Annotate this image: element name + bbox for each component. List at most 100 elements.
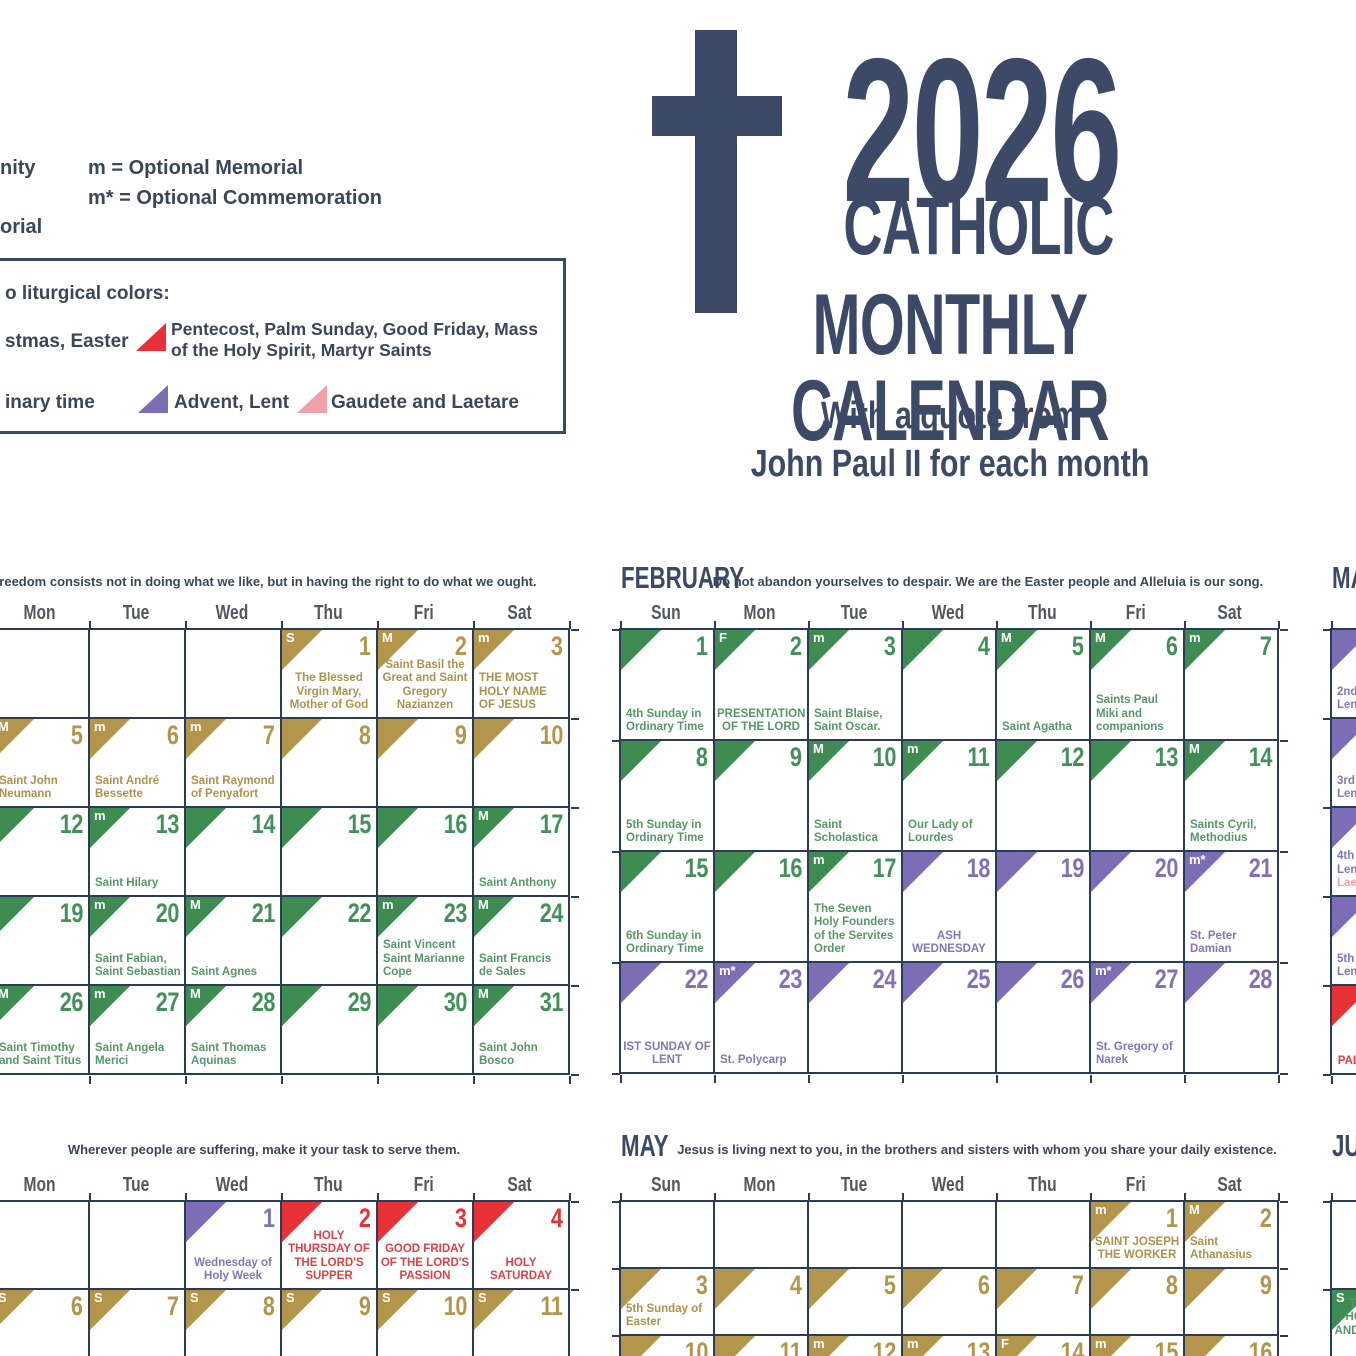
rank-badge: M — [1001, 630, 1012, 645]
day-number: 5 — [71, 720, 83, 750]
day-number: 11 — [967, 742, 990, 772]
day-number: 19 — [59, 898, 84, 928]
day-header-label: Mon — [23, 1174, 57, 1196]
day-header-tue: Tue — [807, 602, 901, 626]
day-header-mon: Mon — [713, 1174, 807, 1198]
day-number: 21 — [1248, 853, 1273, 883]
grid-tick — [568, 621, 571, 629]
grid-tick — [1183, 1193, 1186, 1201]
day-header-label: Thu — [313, 1174, 343, 1196]
day-label: Saint John Neumann — [0, 775, 85, 802]
day-label-text: St. Polycarp — [720, 1054, 787, 1067]
legend-advent-lent: Advent, Lent — [174, 392, 290, 413]
grid-tick — [619, 1193, 622, 1201]
liturgical-triangle — [90, 719, 130, 759]
liturgical-triangle — [474, 1202, 514, 1242]
day-header-tue: Tue — [88, 602, 184, 626]
day-cell: 83rd Sunday of Lent — [1332, 719, 1356, 808]
cross-icon — [695, 30, 737, 313]
day-label-text: Saints Cyril, Methodius — [1190, 818, 1257, 845]
liturgical-triangle — [1185, 741, 1225, 781]
day-header-label: Wed — [215, 1174, 249, 1196]
day-label: Saint John Bosco — [479, 1042, 565, 1069]
liturgical-colors-heading-fragment: o liturgical colors: — [5, 283, 170, 304]
month-quote: Jesus is living next to you, in the brot… — [677, 1142, 1277, 1157]
liturgical-triangle — [997, 963, 1037, 1003]
day-cell: m* 21 St. Peter Damian — [1185, 852, 1279, 963]
liturgical-triangle — [282, 719, 322, 759]
month-february: FEBRUARY Do not abandon yourselves to des… — [612, 560, 1297, 1092]
day-cell: S 10 — [378, 1290, 474, 1356]
month-may: MAY Jesus is living next to you, in the b… — [612, 1128, 1297, 1356]
day-label-text: Saint Raymond of Penyafort — [191, 774, 275, 801]
day-cell: 15 6th Sunday in Ordinary Time — [621, 852, 715, 963]
liturgical-triangle — [903, 741, 943, 781]
day-cell: S 1 The Blessed Virgin Mary, Mother of God — [282, 630, 378, 719]
day-cell: m 20 Saint Fabian, Saint Sebastian — [90, 897, 186, 986]
day-cell — [715, 1202, 809, 1269]
day-header-thu: Thu — [995, 602, 1089, 626]
grid-tick — [1280, 628, 1288, 631]
day-label-text: THE MOST HOLY NAME OF JESUS — [479, 672, 547, 712]
grid-tick — [713, 1075, 716, 1083]
day-cell: M 5 Saint Agatha — [997, 630, 1091, 741]
day-label-text: 5th Sunday in Ordinary Time — [626, 818, 704, 845]
liturgical-triangle — [1091, 1269, 1131, 1309]
day-header-label: Fri — [414, 1174, 434, 1196]
day-label: St. Peter Damian — [1190, 930, 1274, 957]
grid-tick — [571, 1200, 579, 1203]
liturgical-triangle — [474, 630, 514, 670]
day-cell — [903, 1202, 997, 1269]
grid-tick — [612, 1267, 620, 1270]
day-cell: M 21 Saint Agnes — [186, 897, 282, 986]
grid-tick — [807, 1193, 810, 1201]
day-number: 17 — [539, 809, 564, 839]
liturgical-triangle — [90, 808, 130, 848]
liturgical-triangle — [1332, 897, 1356, 937]
rank-badge: m* — [1189, 852, 1206, 867]
grid-tick — [1323, 717, 1331, 720]
grid-tick — [1330, 621, 1333, 629]
day-number: 6 — [167, 720, 179, 750]
day-label: Saint Angela Merici — [95, 1042, 181, 1069]
grid-tick — [571, 895, 579, 898]
grid-tick — [472, 621, 475, 629]
day-cell: 8 — [1091, 1269, 1185, 1336]
day-number: 7 — [1072, 1270, 1084, 1300]
day-cell — [997, 1202, 1091, 1269]
liturgical-triangle — [809, 1269, 849, 1309]
day-cell — [0, 1202, 90, 1290]
day-label-text: 6th Sunday in Ordinary Time — [626, 929, 704, 956]
rank-badge: S — [94, 1290, 103, 1305]
liturgical-triangle — [90, 897, 130, 937]
day-cell: 9 — [378, 719, 474, 808]
rank-badge: S — [1336, 1290, 1345, 1305]
day-label: SAINT JOSEPH THE WORKER — [1093, 1236, 1181, 1263]
grid-tick — [1323, 984, 1331, 987]
day-label: Saint Fabian, Saint Sebastian — [95, 953, 181, 980]
day-cell: 22 — [282, 897, 378, 986]
day-cell: 225th Sunday of Lent — [1332, 897, 1356, 986]
day-number: 1 — [359, 631, 371, 661]
day-cell: 12nd Sunday of Lent — [1332, 630, 1356, 719]
grid-tick — [713, 621, 716, 629]
day-header-label: Sat — [1217, 1174, 1243, 1196]
day-number: 26 — [1060, 964, 1085, 994]
month-title: MARCH — [1332, 560, 1356, 595]
day-cell: 2 HOLY THURSDAY OF THE LORD'S SUPPER — [282, 1202, 378, 1290]
day-label: St. Gregory of Narek — [1096, 1041, 1180, 1068]
liturgical-triangle — [715, 1269, 755, 1309]
day-label: Saint Timothy and Saint Titus — [0, 1042, 85, 1069]
day-label: 4th Sunday of Lent,Laetare Sunday — [1337, 850, 1356, 891]
liturgical-triangle — [621, 852, 661, 892]
legend-solemnity-fragment: nity — [0, 157, 36, 179]
day-number: 3 — [551, 631, 563, 661]
rank-badge: m — [1189, 630, 1201, 645]
day-number: 24 — [539, 898, 564, 928]
rank-badge: S — [286, 630, 295, 645]
grid-tick — [568, 1193, 571, 1201]
liturgical-triangle — [903, 963, 943, 1003]
liturgical-triangle — [997, 852, 1037, 892]
legend-ordinary-time-fragment: inary time — [5, 392, 95, 413]
